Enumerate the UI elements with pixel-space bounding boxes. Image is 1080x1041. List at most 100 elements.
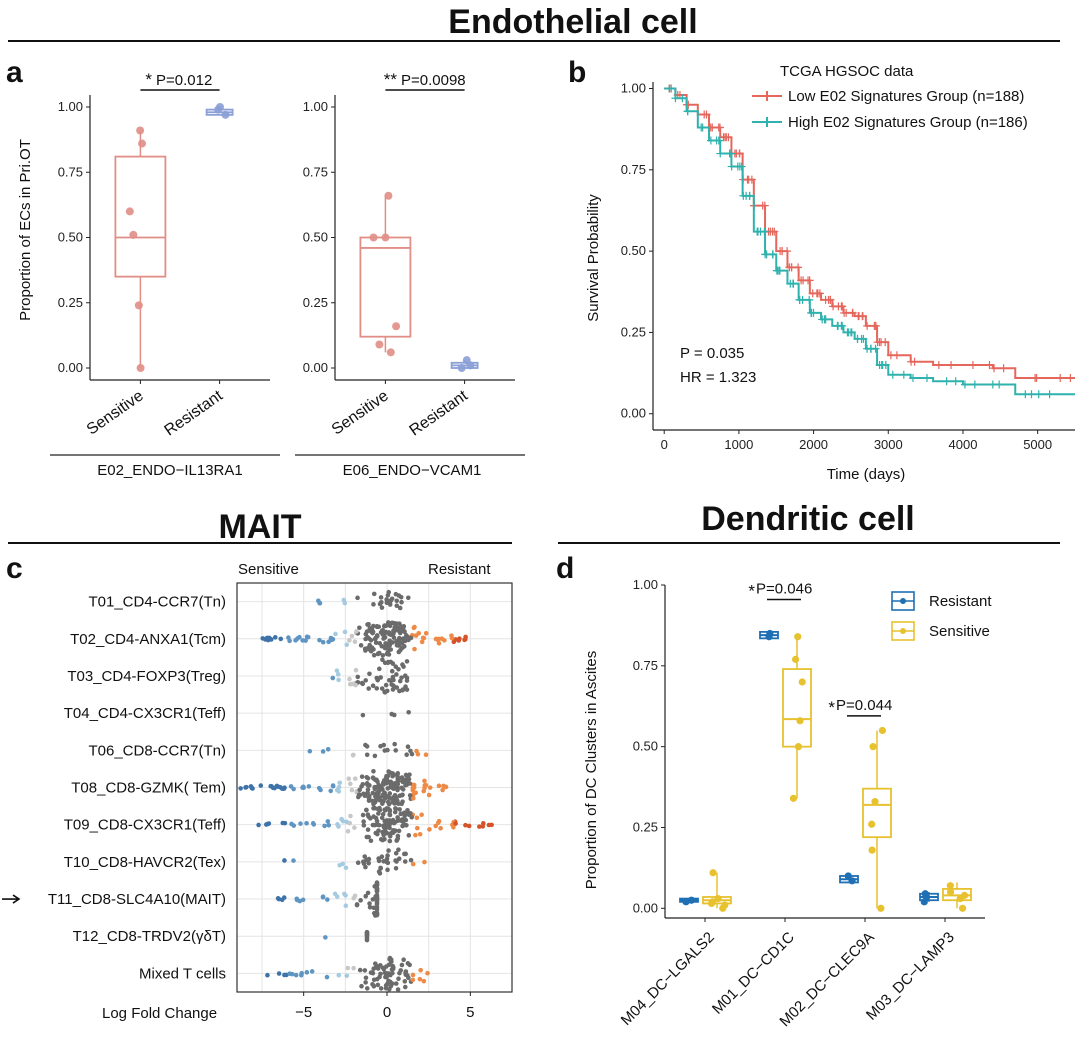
b-ytick-label: 0.50 bbox=[621, 243, 646, 258]
c-data-point bbox=[358, 898, 363, 903]
c-data-point bbox=[379, 854, 385, 860]
d-ytick-label: 0.00 bbox=[633, 900, 658, 915]
c-data-point bbox=[334, 668, 340, 673]
c-data-point bbox=[405, 595, 411, 601]
c-data-point bbox=[360, 712, 366, 718]
c-data-point bbox=[365, 776, 371, 781]
b-censor-mark bbox=[881, 360, 890, 369]
c-data-point bbox=[325, 746, 331, 752]
c-data-point bbox=[281, 895, 287, 900]
b-ytick-label: 0.75 bbox=[621, 162, 646, 177]
b-censor-mark bbox=[1032, 373, 1041, 382]
a2-data-point bbox=[384, 191, 393, 200]
b-censor-mark bbox=[820, 315, 829, 324]
d-data-point bbox=[844, 872, 852, 880]
c-data-point bbox=[384, 597, 389, 602]
a1-data-point bbox=[134, 301, 143, 310]
c-data-point bbox=[441, 783, 446, 789]
c-data-point bbox=[395, 771, 401, 776]
c-data-point bbox=[300, 897, 306, 903]
c-data-point bbox=[394, 603, 400, 608]
c-data-point bbox=[365, 622, 370, 627]
c-data-point bbox=[322, 823, 327, 829]
c-data-point bbox=[395, 815, 400, 820]
c-data-point bbox=[414, 825, 420, 831]
d-significance-label: P=0.044 bbox=[836, 697, 892, 714]
b-censor-mark bbox=[683, 107, 692, 116]
c-data-point bbox=[365, 890, 371, 896]
c-xtick-label: 0 bbox=[383, 1004, 391, 1021]
b-censor-mark bbox=[844, 328, 853, 337]
c-data-point bbox=[449, 635, 455, 641]
c-data-point bbox=[364, 986, 370, 991]
b-censor-mark bbox=[999, 364, 1008, 373]
c-data-point bbox=[377, 666, 382, 672]
a2-data-point bbox=[457, 364, 466, 372]
c-data-point bbox=[489, 822, 494, 828]
c-data-point bbox=[374, 686, 380, 691]
c-data-point bbox=[343, 865, 349, 871]
a1-ytick-label: 1.00 bbox=[58, 99, 83, 114]
c-data-point bbox=[361, 819, 366, 824]
b-censor-mark bbox=[813, 289, 822, 298]
c-data-point bbox=[407, 962, 412, 968]
a1-ytick-label: 0.75 bbox=[58, 164, 83, 179]
c-data-point bbox=[381, 859, 386, 864]
c-row-label: T02_CD4-ANXA1(Tcm) bbox=[70, 631, 226, 648]
c-data-point bbox=[389, 668, 395, 674]
c-data-point bbox=[291, 858, 296, 863]
c-data-point bbox=[364, 936, 370, 942]
c-data-point bbox=[342, 629, 348, 635]
c-data-point bbox=[410, 972, 416, 978]
c-data-point bbox=[420, 635, 426, 641]
b-censor-mark bbox=[1066, 373, 1075, 382]
b-legend-key bbox=[752, 117, 782, 127]
b-censor-mark bbox=[761, 250, 770, 259]
c-data-point bbox=[382, 690, 388, 695]
c-row-label: T12_CD8-TRDV2(γδT) bbox=[73, 928, 226, 945]
a2-box bbox=[359, 236, 412, 338]
c-data-point bbox=[419, 812, 424, 818]
c-data-point bbox=[390, 820, 395, 825]
c-data-point bbox=[393, 748, 399, 753]
c-data-point bbox=[395, 798, 400, 804]
b-xtick-label: 1000 bbox=[724, 437, 753, 452]
c-data-point bbox=[386, 641, 391, 647]
c-data-point bbox=[347, 638, 352, 643]
c-data-point bbox=[381, 823, 386, 828]
c-data-point bbox=[387, 979, 393, 985]
b-censor-mark bbox=[678, 94, 687, 103]
c-data-point bbox=[298, 821, 303, 826]
b-censor-mark bbox=[947, 360, 956, 369]
c-data-point bbox=[325, 819, 331, 824]
c-data-point bbox=[395, 774, 400, 779]
c-data-point bbox=[395, 987, 401, 992]
c-data-point bbox=[391, 629, 396, 634]
d-significance-stars: * bbox=[748, 582, 755, 601]
d-xtick-label: M01_DC−CD1C bbox=[709, 929, 798, 1018]
c-data-point bbox=[360, 812, 366, 818]
c-data-point bbox=[339, 816, 344, 822]
c-data-point bbox=[415, 751, 421, 757]
b-censor-mark bbox=[990, 364, 999, 373]
d-ytick-label: 1.00 bbox=[633, 577, 658, 592]
c-data-point bbox=[436, 820, 441, 825]
a1-box bbox=[114, 155, 167, 278]
c-data-point bbox=[403, 772, 409, 778]
b-censor-mark bbox=[671, 94, 680, 103]
c-data-point bbox=[388, 678, 394, 683]
c-data-point bbox=[404, 659, 410, 664]
a1-xtick-label: Resistant bbox=[162, 387, 227, 439]
c-data-point bbox=[325, 897, 330, 902]
c-data-point bbox=[270, 785, 276, 791]
c-data-point bbox=[405, 807, 410, 813]
c-data-point bbox=[393, 591, 399, 597]
c-data-point bbox=[381, 780, 386, 785]
c-data-point bbox=[391, 620, 397, 626]
c-data-point bbox=[368, 838, 374, 844]
d-significance-label: P=0.046 bbox=[756, 581, 812, 598]
c-data-point bbox=[392, 828, 398, 834]
a1-data-point bbox=[138, 139, 147, 148]
a1-data-point bbox=[221, 110, 230, 119]
